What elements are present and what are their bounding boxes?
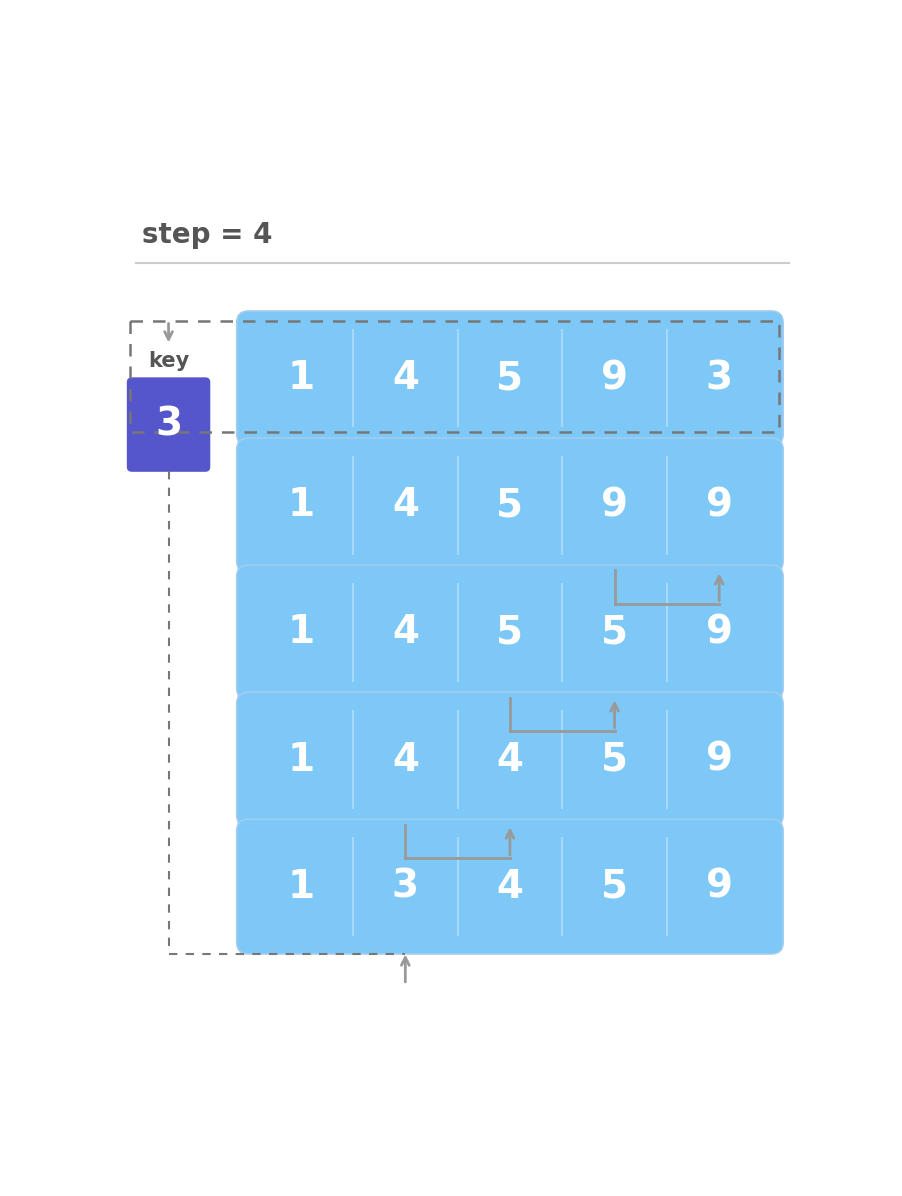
Text: 5: 5	[496, 614, 523, 652]
FancyBboxPatch shape	[236, 565, 783, 700]
Text: 1: 1	[287, 867, 314, 905]
Text: 4: 4	[496, 740, 523, 779]
Text: 9: 9	[705, 740, 732, 779]
Text: 9: 9	[601, 359, 628, 397]
Text: 9: 9	[601, 487, 628, 524]
Text: 1: 1	[287, 359, 314, 397]
Text: 5: 5	[601, 614, 628, 652]
Text: step = 4: step = 4	[143, 220, 272, 249]
Text: 5: 5	[601, 867, 628, 905]
Text: 1: 1	[287, 614, 314, 652]
Text: key: key	[148, 350, 189, 371]
Text: 5: 5	[601, 740, 628, 779]
Text: 4: 4	[391, 487, 419, 524]
Text: 1: 1	[287, 487, 314, 524]
Text: 3: 3	[705, 359, 732, 397]
Text: 4: 4	[496, 867, 523, 905]
Text: 4: 4	[391, 740, 419, 779]
FancyBboxPatch shape	[236, 819, 783, 954]
FancyBboxPatch shape	[236, 311, 783, 446]
FancyBboxPatch shape	[236, 692, 783, 826]
Text: 5: 5	[496, 359, 523, 397]
Text: 3: 3	[391, 867, 419, 905]
Text: 3: 3	[155, 405, 182, 444]
Text: 9: 9	[705, 867, 732, 905]
FancyBboxPatch shape	[236, 438, 783, 573]
FancyBboxPatch shape	[128, 378, 209, 471]
Bar	[130, 321, 779, 432]
Text: 9: 9	[705, 614, 732, 652]
Text: 9: 9	[705, 487, 732, 524]
Text: 4: 4	[391, 359, 419, 397]
Text: 4: 4	[391, 614, 419, 652]
Text: 1: 1	[287, 740, 314, 779]
Text: 5: 5	[496, 487, 523, 524]
